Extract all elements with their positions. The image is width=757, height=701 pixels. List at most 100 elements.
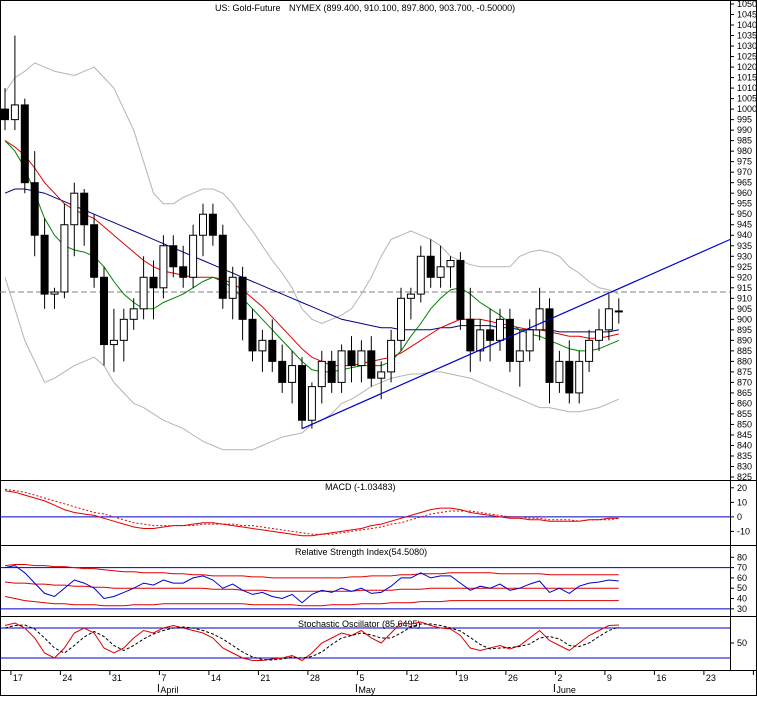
macd-title: MACD (-1.03483) bbox=[325, 482, 396, 492]
price-y-tick-label: 880 bbox=[737, 356, 752, 366]
price-y-tick-label: 975 bbox=[737, 157, 752, 167]
price-y-tick-label: 845 bbox=[737, 430, 752, 440]
candle-body bbox=[327, 360, 336, 383]
x-tick-label: 24 bbox=[62, 673, 72, 683]
ma-long-line bbox=[4, 188, 619, 333]
candle-body bbox=[218, 234, 227, 299]
candle-body bbox=[515, 350, 524, 362]
x-tick-label: 12 bbox=[409, 673, 419, 683]
candle-body bbox=[30, 182, 39, 236]
macd-signal-line bbox=[4, 488, 619, 535]
price-y-tick-label: 1030 bbox=[737, 41, 757, 51]
month-label: April bbox=[160, 685, 178, 695]
price-y-tick-label: 855 bbox=[737, 409, 752, 419]
x-tick-label: 31 bbox=[112, 673, 122, 683]
price-y-tick-label: 1005 bbox=[737, 94, 757, 104]
candle-body bbox=[307, 386, 316, 421]
price-y-tick-label: 850 bbox=[737, 419, 752, 429]
candle-body bbox=[406, 293, 415, 299]
price-y-tick-label: 870 bbox=[737, 377, 752, 387]
candle-body bbox=[119, 318, 128, 341]
price-y-tick-label: 935 bbox=[737, 241, 752, 251]
candle-body bbox=[298, 365, 306, 421]
price-y-tick-label: 940 bbox=[737, 230, 752, 240]
price-y-tick-label: 980 bbox=[737, 146, 752, 156]
price-y-tick-label: 905 bbox=[737, 304, 752, 314]
price-y-tick-label: 945 bbox=[737, 220, 752, 230]
candle-body bbox=[278, 360, 287, 383]
month-label: May bbox=[358, 685, 376, 695]
rsi-y-tick-label: 30 bbox=[737, 604, 747, 614]
price-y-tick-label: 955 bbox=[737, 199, 752, 209]
candle-body bbox=[337, 350, 346, 383]
candle-body bbox=[525, 329, 534, 352]
candle-body bbox=[189, 234, 198, 278]
candle-body bbox=[238, 276, 247, 320]
candle-body bbox=[317, 360, 326, 388]
candle-body bbox=[436, 266, 445, 278]
bollinger-upper-line bbox=[4, 62, 619, 325]
candle-body bbox=[357, 350, 366, 367]
candle-body bbox=[476, 329, 485, 352]
ohlc-label: NYMEX (899.400, 910.100, 897.800, 903.70… bbox=[289, 3, 515, 13]
x-tick-label: 14 bbox=[211, 673, 221, 683]
rsi-line bbox=[4, 565, 619, 604]
price-y-tick-label: 835 bbox=[737, 451, 752, 461]
support-trendline bbox=[301, 238, 731, 430]
candle-body bbox=[347, 350, 356, 367]
rsi-band-lower bbox=[4, 596, 619, 607]
price-y-tick-label: 1045 bbox=[737, 10, 757, 20]
candle-body bbox=[169, 245, 178, 268]
rsi-y-tick-label: 60 bbox=[737, 573, 747, 583]
x-tick-label: 30 bbox=[755, 673, 757, 683]
rsi-title: Relative Strength Index(54.5080) bbox=[295, 547, 427, 557]
candle-body bbox=[377, 371, 386, 379]
candle-body bbox=[10, 104, 19, 121]
candle-body bbox=[456, 259, 465, 320]
price-y-tick-label: 1015 bbox=[737, 73, 757, 83]
x-tick-label: 9 bbox=[607, 673, 612, 683]
candle-body bbox=[288, 365, 297, 383]
price-y-tick-label: 950 bbox=[737, 209, 752, 219]
rsi-band-mid bbox=[4, 581, 619, 592]
candle-body bbox=[100, 276, 108, 346]
candle-body bbox=[416, 255, 425, 295]
price-y-tick-label: 925 bbox=[737, 262, 752, 272]
candle-body bbox=[595, 329, 603, 341]
candle-body bbox=[228, 276, 237, 299]
candle-body bbox=[426, 255, 435, 278]
candle-body bbox=[40, 234, 49, 295]
stoch-d-line bbox=[4, 623, 619, 661]
price-y-tick-label: 830 bbox=[737, 461, 752, 471]
x-tick-label: 19 bbox=[458, 673, 468, 683]
macd-line bbox=[4, 490, 619, 537]
price-y-tick-label: 1010 bbox=[737, 83, 757, 93]
month-label: June bbox=[556, 685, 576, 695]
candle-body bbox=[496, 318, 504, 341]
price-y-tick-label: 900 bbox=[737, 314, 752, 324]
stoch-y-tick-label: 50 bbox=[737, 638, 747, 648]
price-y-tick-label: 1025 bbox=[737, 52, 757, 62]
candle-body bbox=[466, 318, 475, 352]
macd-y-tick-label: 0 bbox=[737, 512, 742, 522]
price-y-tick-label: 1020 bbox=[737, 62, 757, 72]
candle-body bbox=[545, 308, 554, 383]
price-y-tick-label: 875 bbox=[737, 367, 752, 377]
macd-y-tick-label: -10 bbox=[737, 526, 750, 536]
candle-body bbox=[208, 213, 217, 236]
rsi-y-tick-label: 80 bbox=[737, 552, 747, 562]
candle-body bbox=[585, 339, 594, 362]
candle-body bbox=[268, 339, 277, 362]
price-y-tick-label: 1040 bbox=[737, 20, 757, 30]
price-y-tick-label: 910 bbox=[737, 293, 752, 303]
candle-body bbox=[565, 360, 574, 394]
price-y-tick-label: 840 bbox=[737, 440, 752, 450]
price-y-tick-label: 825 bbox=[737, 472, 752, 482]
candle-body bbox=[70, 192, 79, 226]
rsi-y-tick-label: 40 bbox=[737, 594, 747, 604]
candle-body bbox=[387, 339, 396, 373]
candle-body bbox=[20, 104, 29, 184]
price-y-tick-label: 1050 bbox=[737, 0, 757, 9]
ma-mid-line bbox=[4, 140, 619, 367]
